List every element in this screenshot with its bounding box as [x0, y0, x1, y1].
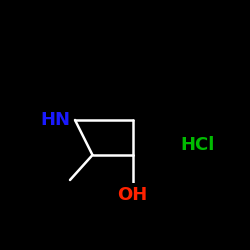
Text: HN: HN: [40, 111, 70, 129]
Text: OH: OH: [118, 186, 148, 204]
Text: HCl: HCl: [180, 136, 214, 154]
